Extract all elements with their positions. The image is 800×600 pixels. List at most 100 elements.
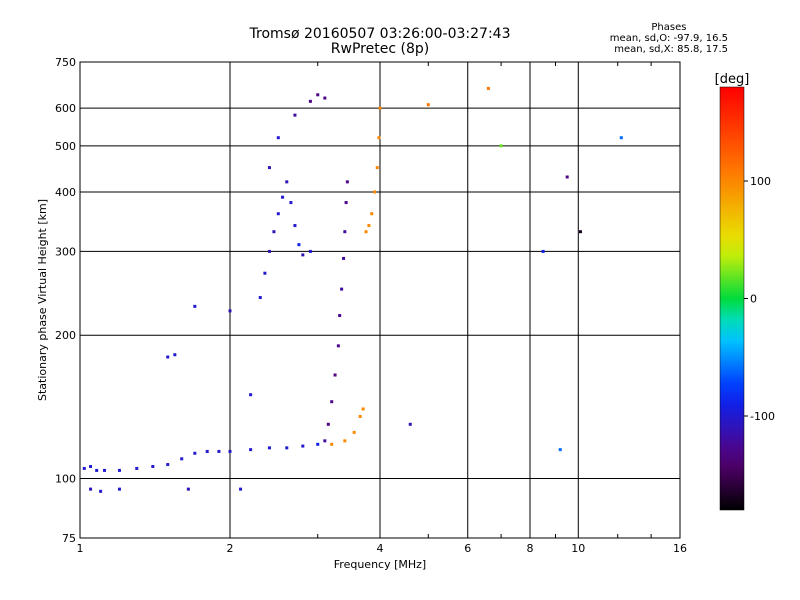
phases-line-o: mean, sd,O: -97.9, 16.5 — [609, 33, 728, 44]
data-point — [499, 144, 503, 148]
data-point — [343, 230, 347, 234]
data-point — [343, 439, 347, 443]
data-point — [117, 487, 121, 491]
x-tick-label: 1 — [77, 542, 84, 555]
data-point — [364, 230, 368, 234]
data-point — [289, 201, 293, 205]
y-tick-label: 500 — [55, 140, 76, 153]
data-point — [316, 442, 320, 446]
data-point — [352, 430, 356, 434]
x-tick-label: 4 — [377, 542, 384, 555]
x-tick-label: 8 — [527, 542, 534, 555]
data-point — [361, 407, 365, 411]
data-point — [486, 86, 490, 90]
data-point — [308, 249, 312, 253]
data-point — [565, 175, 569, 179]
data-point — [316, 93, 320, 97]
data-point — [345, 180, 349, 184]
data-point — [267, 166, 271, 170]
data-points — [82, 86, 623, 493]
y-tick-label: 200 — [55, 329, 76, 342]
data-point — [370, 212, 374, 216]
y-tick-label: 400 — [55, 186, 76, 199]
data-point — [323, 439, 327, 443]
data-point — [103, 468, 107, 472]
data-point — [180, 457, 184, 461]
data-point — [338, 314, 342, 318]
axes: 1 2 4 6 8 10 16 75 100 200 300 400 500 600 750 — [55, 56, 687, 555]
data-point — [342, 256, 346, 260]
data-point — [228, 449, 232, 453]
data-point — [426, 103, 430, 107]
data-point — [151, 464, 155, 468]
data-point — [272, 230, 276, 234]
y-tick-label: 300 — [55, 245, 76, 258]
data-point — [267, 249, 271, 253]
colorbar: [deg] 100 0 -100 — [715, 72, 775, 511]
x-tick-label: 16 — [673, 542, 687, 555]
data-point — [239, 487, 243, 491]
phases-line-x: mean, sd,X: 85.8, 17.5 — [614, 44, 728, 55]
plot-area — [79, 61, 681, 539]
data-point — [186, 487, 190, 491]
data-point — [541, 249, 545, 253]
colorbar-gradient — [719, 86, 745, 511]
data-point — [228, 309, 232, 313]
data-point — [95, 468, 99, 472]
x-tick-label: 6 — [464, 542, 471, 555]
data-point — [267, 446, 271, 450]
chart-subtitle: RwPretec (8p) — [330, 41, 430, 57]
data-point — [117, 468, 121, 472]
data-point — [258, 296, 262, 300]
data-point — [135, 466, 139, 470]
y-axis-label: Stationary phase Virtual Height [km] — [36, 199, 49, 401]
data-point — [263, 271, 267, 275]
data-point — [99, 489, 103, 493]
colorbar-tick-label: 0 — [750, 293, 757, 306]
chart-title: Tromsø 20160507 03:26:00-03:27:43 — [249, 26, 511, 42]
data-point — [193, 451, 197, 455]
data-point — [358, 414, 362, 418]
data-point — [82, 466, 86, 470]
data-point — [217, 449, 221, 453]
data-point — [276, 212, 280, 216]
data-point — [166, 463, 170, 467]
colorbar-label: [deg] — [715, 72, 750, 87]
y-tick-label: 600 — [55, 102, 76, 115]
data-point — [378, 106, 382, 110]
data-point — [375, 166, 379, 170]
data-point — [205, 449, 209, 453]
data-point — [285, 180, 289, 184]
data-point — [578, 230, 582, 234]
data-point — [281, 195, 285, 199]
data-point — [193, 304, 197, 308]
data-point — [367, 224, 371, 228]
colorbar-tick-label: -100 — [750, 410, 775, 423]
y-tick-label: 100 — [55, 473, 76, 486]
data-point — [301, 444, 305, 448]
data-point — [373, 190, 377, 194]
x-tick-label: 2 — [227, 542, 234, 555]
y-tick-label: 75 — [62, 532, 76, 545]
data-point — [333, 373, 337, 377]
data-point — [408, 422, 412, 426]
data-point — [558, 448, 562, 452]
data-point — [249, 393, 253, 397]
data-point — [377, 136, 381, 140]
data-point — [166, 355, 170, 359]
data-point — [293, 113, 297, 117]
phases-header: Phases mean, sd,O: -97.9, 16.5 mean, sd,… — [610, 22, 728, 55]
data-point — [89, 487, 93, 491]
data-point — [89, 464, 93, 468]
data-point — [285, 446, 289, 450]
data-point — [336, 344, 340, 348]
data-point — [276, 136, 280, 140]
data-point — [344, 201, 348, 205]
data-point — [308, 99, 312, 103]
data-point — [297, 243, 301, 247]
phases-title: Phases — [651, 22, 687, 33]
y-tick-label: 750 — [55, 56, 76, 69]
colorbar-tick-label: 100 — [750, 175, 771, 188]
data-point — [340, 287, 344, 291]
